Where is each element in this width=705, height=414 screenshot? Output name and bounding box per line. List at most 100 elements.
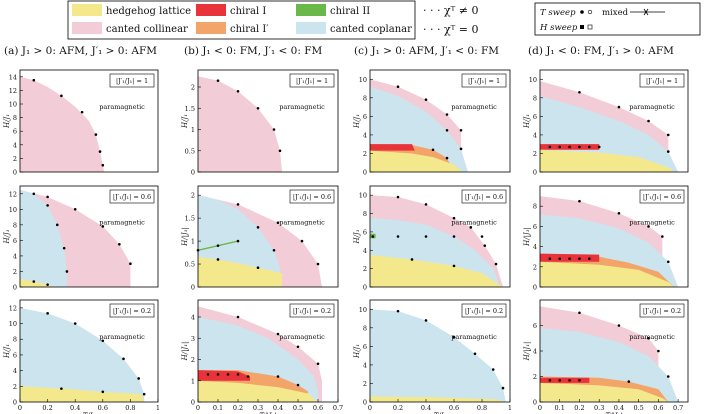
paramagnetic-label-a1: paramagnetic xyxy=(99,103,145,111)
point-a2-2 xyxy=(101,225,105,228)
point-b3-2 xyxy=(296,345,300,349)
ytick-label-a3-5: 10 xyxy=(9,320,17,328)
ytick-label-d3-0: 0 xyxy=(533,399,537,407)
sweep-legend-box xyxy=(534,2,701,36)
xtick-label-a3-2: 0.4 xyxy=(70,404,80,412)
ytick-label-c1-3: 6 xyxy=(363,113,367,121)
ytick-label-a2-0: 0 xyxy=(13,284,17,292)
point-b3-7 xyxy=(236,373,240,376)
point-d1-6 xyxy=(558,145,562,149)
legend-h-sweep-filled-marker xyxy=(580,25,584,29)
box-frame-a1 xyxy=(109,73,155,88)
ytick-label-a2-1: 2 xyxy=(13,268,17,276)
xtick-label-d3-1: 0.1 xyxy=(555,404,565,412)
xtick-label-b3-0: 0 xyxy=(196,404,200,412)
point-b2-3 xyxy=(316,262,320,266)
point-d1-10 xyxy=(597,145,601,149)
point-d2-5 xyxy=(548,257,552,261)
point-a3-1 xyxy=(73,322,77,325)
ytick-label-a3-0: 0 xyxy=(13,399,17,407)
legend-h-sweep-open-marker xyxy=(587,24,593,30)
xlabel-c3: T/J₁ xyxy=(434,412,447,414)
xtick-label-c3-1: 0.2 xyxy=(393,404,403,412)
paramagnetic-label-b3: paramagnetic xyxy=(279,333,325,341)
point-c1-4 xyxy=(445,128,449,132)
point-c2-4 xyxy=(483,244,487,247)
point-b2-2 xyxy=(300,239,304,243)
point-b3-6 xyxy=(226,373,230,376)
point-b3-5 xyxy=(216,373,220,376)
box-frame-d2 xyxy=(639,189,685,204)
frame-b2 xyxy=(197,185,339,288)
frame-a3 xyxy=(19,299,159,403)
legend-chi-zero: · · · χᵀ = 0 xyxy=(423,23,478,36)
point-b2-6 xyxy=(216,258,220,261)
box-frame-a2 xyxy=(109,189,155,204)
point-c2-2 xyxy=(452,216,456,220)
point-a3-3 xyxy=(122,357,125,361)
point-d3-2 xyxy=(647,336,650,340)
frame-c3 xyxy=(369,299,511,403)
ytick-label-d1-3: 6 xyxy=(533,113,537,121)
box-label-c1: |J′₁/J₁| = 1 xyxy=(468,77,500,85)
box-label-c3: |J′₁/J₁| = 0.2 xyxy=(465,307,503,315)
legend-box xyxy=(67,0,416,40)
point-a1-2 xyxy=(80,110,84,114)
ylabel-c3: H/J₁ xyxy=(353,344,361,359)
point-d1-5 xyxy=(548,145,552,149)
point-a1-4 xyxy=(98,150,102,153)
ylabel-b1: H/J₁ xyxy=(181,114,189,129)
point-d2-7 xyxy=(568,257,571,261)
box-frame-c1 xyxy=(461,73,507,88)
xtick-label-c3-4: 0.8 xyxy=(477,404,487,412)
ytick-label-a2-5: 10 xyxy=(9,206,17,214)
ytick-label-a1-4: 8 xyxy=(13,114,17,122)
ytick-label-d3-2: 4 xyxy=(533,348,537,356)
region-c1-chiral1-3 xyxy=(370,144,415,151)
box-label-a1: |J′₁/J₁| = 1 xyxy=(116,77,148,85)
ytick-label-a1-2: 4 xyxy=(13,141,17,149)
box-frame-c3 xyxy=(461,303,507,318)
point-c3-0 xyxy=(396,309,400,313)
column-title-a: (a) J₁ > 0: AFM, J′₁ > 0: AFM xyxy=(4,45,157,57)
point-c2-5 xyxy=(494,262,498,266)
ylabel-c2: H/J₁ xyxy=(353,229,361,244)
point-b2-5 xyxy=(272,248,276,252)
xlabel-b3: T/|J₁| xyxy=(259,412,276,414)
point-d2-6 xyxy=(558,257,562,261)
xtick-label-d3-3: 0.3 xyxy=(594,404,604,412)
xtick-label-c3-5: 1 xyxy=(508,404,512,412)
point-a2-8 xyxy=(62,246,66,250)
ytick-label-c1-5: 10 xyxy=(359,76,367,84)
region-c2-hedgehog-3 xyxy=(370,254,503,287)
region-d2-hedgehog-4 xyxy=(540,261,675,287)
xtick-label-b3-2: 0.2 xyxy=(233,404,243,412)
point-d3-5 xyxy=(548,379,552,382)
ytick-label-a3-4: 8 xyxy=(13,336,17,344)
point-d3-3 xyxy=(657,349,660,353)
ytick-label-d2-2: 4 xyxy=(533,243,537,251)
point-d3-4 xyxy=(666,375,670,378)
point-b1-0 xyxy=(216,79,220,82)
box-label-d2: |J′₁/J₁| = 0.6 xyxy=(643,193,681,201)
paramagnetic-label-b2: paramagnetic xyxy=(279,218,325,226)
ytick-label-b3-4: 4 xyxy=(191,314,195,322)
point-a3-5 xyxy=(142,392,146,396)
point-d1-0 xyxy=(578,90,581,94)
point-a1-3 xyxy=(94,133,98,136)
box-frame-b1 xyxy=(289,73,335,88)
xlabel-a3: T/J₁ xyxy=(83,412,96,414)
ytick-label-a2-2: 4 xyxy=(13,252,17,260)
point-d2-8 xyxy=(578,257,581,261)
ytick-label-b2-4: 2 xyxy=(191,192,195,200)
point-d3-6 xyxy=(558,379,562,382)
point-a1-1 xyxy=(60,94,63,98)
point-d3-1 xyxy=(617,324,621,327)
point-a3-6 xyxy=(60,387,63,390)
legend-label-hedgehog: hedgehog lattice xyxy=(106,6,191,17)
point-b3-0 xyxy=(236,315,240,319)
ytick-label-a1-1: 2 xyxy=(13,155,17,163)
box-frame-b3 xyxy=(289,303,335,318)
ytick-label-c2-4: 8 xyxy=(363,210,367,218)
